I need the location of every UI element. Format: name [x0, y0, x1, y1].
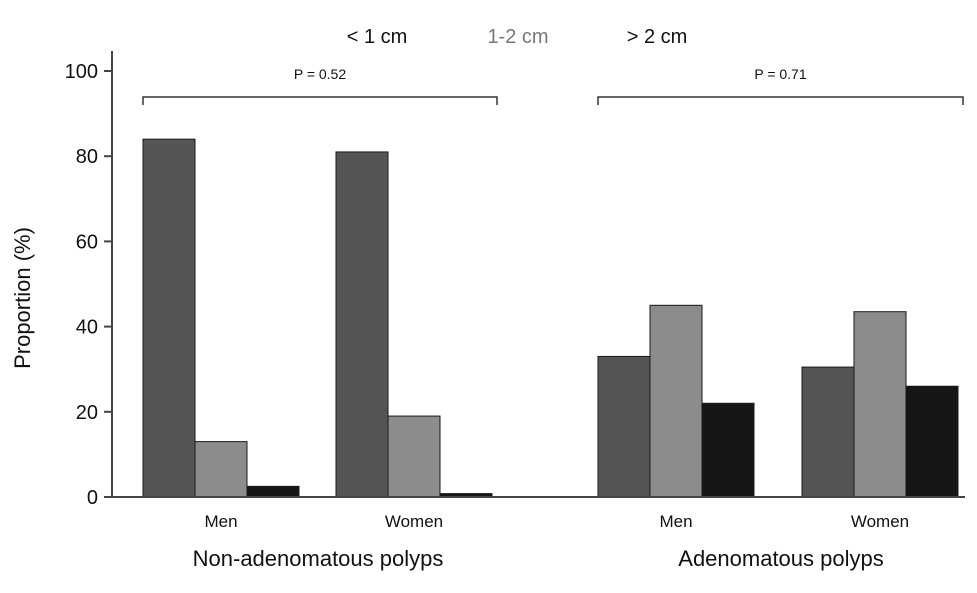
category-labels: Men Women Non-adenomatous polyps Men Women Ad…: [193, 512, 909, 571]
bar: [853, 311, 907, 498]
y-tick-label: 80: [76, 146, 98, 168]
bar: [246, 485, 300, 498]
category-label: Men: [659, 512, 692, 531]
bar: [801, 366, 855, 498]
bar: [335, 151, 389, 498]
legend-entry: < 1 cm: [347, 26, 408, 48]
significance-bracket: [142, 96, 498, 105]
bars: [142, 138, 959, 498]
significance-brackets: P = 0.52 P = 0.71: [142, 66, 964, 105]
legend-entry: > 2 cm: [627, 26, 688, 48]
axes: 0 20 40 60 80 100: [65, 51, 965, 509]
p-value-label: P = 0.71: [754, 66, 807, 82]
category-label: Women: [851, 512, 909, 531]
bar: [142, 138, 196, 498]
significance-bracket: [597, 96, 964, 105]
bar: [701, 402, 755, 498]
p-value-label: P = 0.52: [294, 66, 347, 82]
y-tick-label: 0: [87, 487, 98, 509]
y-tick-label: 40: [76, 317, 98, 339]
y-tick-label: 60: [76, 231, 98, 253]
bar: [387, 415, 441, 498]
category-label: Women: [385, 512, 443, 531]
legend-entry: 1-2 cm: [487, 26, 548, 48]
bar: [597, 355, 651, 498]
legend: < 1 cm 1-2 cm > 2 cm: [347, 26, 688, 48]
y-axis-label: Proportion (%): [10, 227, 35, 369]
group-label: Adenomatous polyps: [678, 546, 883, 571]
bar: [649, 304, 703, 498]
y-tick-label: 20: [76, 402, 98, 424]
group-label: Non-adenomatous polyps: [193, 546, 444, 571]
y-tick-label: 100: [65, 61, 98, 83]
bar: [905, 385, 959, 498]
bar: [194, 441, 248, 498]
category-label: Men: [204, 512, 237, 531]
